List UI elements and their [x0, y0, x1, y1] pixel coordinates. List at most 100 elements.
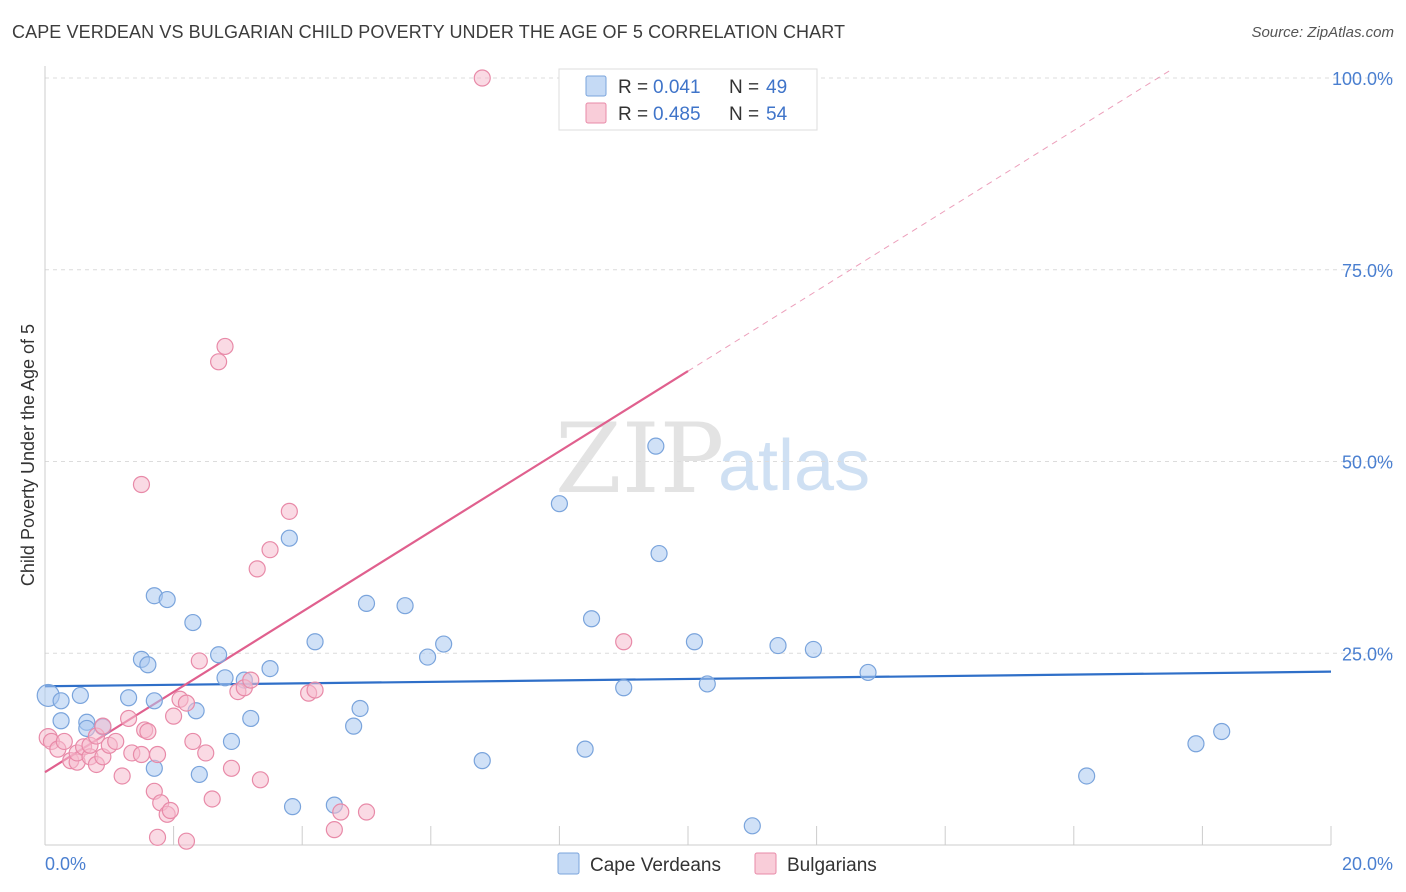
point-pink-53	[177, 832, 196, 850]
point-blue-18	[222, 732, 241, 751]
point-pink-19	[132, 745, 151, 764]
x-tick-label-1: 20.0%	[1342, 854, 1393, 874]
bottom-legend: Cape Verdeans Bulgarians	[557, 852, 877, 876]
point-pink-34	[222, 759, 241, 777]
point-blue-47	[1213, 722, 1231, 741]
point-pink-45	[332, 803, 350, 821]
legend-n-value-pink: 54	[766, 104, 788, 125]
point-pink-41	[280, 502, 298, 520]
point-blue-7	[119, 689, 138, 707]
source-label: Source: ZipAtlas.com	[1251, 24, 1394, 41]
point-blue-45	[1078, 767, 1096, 785]
point-blue-41	[743, 817, 761, 835]
point-pink-32	[197, 744, 215, 762]
point-blue-23	[283, 798, 302, 816]
point-blue-27	[351, 699, 369, 718]
point-blue-36	[615, 679, 633, 697]
watermark-atlas: atlas	[718, 426, 870, 506]
point-pink-48	[216, 337, 234, 356]
point-blue-35	[582, 610, 601, 628]
point-pink-16	[113, 767, 131, 785]
point-pink-12	[94, 717, 112, 735]
point-blue-12	[158, 590, 176, 609]
y-axis-label: Child Poverty Under the Age of 5	[18, 324, 38, 586]
point-blue-16	[210, 646, 228, 664]
point-pink-17	[119, 709, 138, 728]
point-pink-29	[177, 694, 196, 712]
y-tick-label-3: 100.0%	[1332, 69, 1393, 89]
data-points	[36, 69, 1231, 850]
legend-swatch-pink	[585, 102, 607, 124]
axes	[44, 66, 1332, 846]
y-tick-label-1: 50.0%	[1342, 453, 1393, 473]
point-pink-23	[148, 745, 167, 764]
point-pink-44	[325, 821, 343, 839]
point-blue-30	[418, 648, 437, 666]
point-blue-1	[52, 692, 70, 710]
gridlines	[45, 77, 1393, 654]
point-pink-33	[203, 790, 221, 808]
point-blue-44	[859, 663, 877, 682]
point-pink-47	[132, 475, 151, 494]
y-tick-label-0: 25.0%	[1342, 644, 1393, 664]
legend-r-label-pink: R =	[618, 104, 648, 125]
legend-r-value-pink: 0.485	[653, 104, 701, 125]
point-blue-33	[550, 495, 569, 513]
point-blue-9	[139, 656, 157, 674]
point-pink-49	[210, 353, 228, 371]
x-tick-label-0: 0.0%	[45, 854, 86, 874]
bottom-legend-swatch-blue	[557, 852, 580, 875]
point-blue-31	[435, 635, 453, 653]
point-blue-22	[280, 529, 298, 547]
point-blue-28	[357, 594, 376, 612]
legend-n-label-blue: N =	[729, 77, 759, 98]
point-pink-27	[165, 707, 183, 725]
y-tick-label-2: 75.0%	[1342, 261, 1393, 281]
point-blue-38	[650, 544, 668, 563]
legend-r-label-blue: R =	[618, 77, 648, 98]
point-pink-26	[161, 801, 179, 820]
point-blue-15	[190, 765, 208, 784]
bottom-legend-label-bulgarians: Bulgarians	[787, 855, 877, 876]
watermark: ZIP atlas	[555, 403, 870, 515]
point-pink-39	[251, 771, 270, 789]
point-pink-52	[148, 828, 167, 846]
point-blue-2	[52, 712, 70, 730]
point-pink-38	[248, 560, 266, 578]
point-blue-34	[576, 740, 594, 758]
point-blue-10	[145, 692, 163, 710]
point-blue-29	[396, 597, 414, 615]
point-blue-21	[261, 659, 279, 678]
point-pink-51	[615, 633, 633, 651]
point-pink-40	[261, 541, 279, 559]
trendline-blue-solid	[44, 670, 1332, 688]
point-blue-39	[685, 633, 704, 651]
point-blue-42	[769, 636, 787, 655]
point-blue-32	[473, 752, 491, 770]
point-pink-30	[184, 732, 202, 751]
point-pink-50	[473, 69, 491, 87]
trendline-pink-dashed	[687, 69, 1171, 372]
point-blue-17	[216, 669, 234, 687]
legend-swatch-blue	[585, 75, 607, 97]
legend-n-value-blue: 49	[766, 77, 787, 98]
point-blue-40	[698, 675, 716, 693]
point-pink-37	[242, 671, 260, 689]
point-blue-43	[804, 640, 822, 659]
watermark-zip: ZIP	[555, 403, 724, 515]
chart-title: CAPE VERDEAN VS BULGARIAN CHILD POVERTY …	[12, 22, 846, 42]
legend-n-label-pink: N =	[729, 104, 759, 125]
point-pink-43	[306, 681, 324, 699]
point-blue-26	[345, 717, 363, 735]
point-blue-13	[184, 613, 202, 632]
bottom-legend-swatch-pink	[754, 852, 777, 875]
point-pink-46	[357, 803, 376, 821]
point-pink-21	[139, 722, 157, 741]
point-blue-37	[647, 437, 665, 455]
legend: R = 0.041 N = 49 R = 0.485 N = 54	[558, 68, 818, 131]
point-blue-3	[71, 686, 89, 705]
point-blue-20	[242, 709, 260, 728]
point-blue-46	[1187, 735, 1205, 753]
point-pink-31	[190, 652, 208, 670]
